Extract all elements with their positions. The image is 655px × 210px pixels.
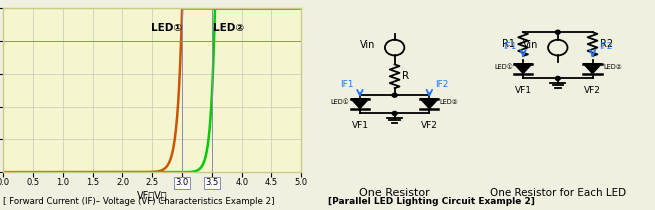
Text: [ Forward Current (IF)– Voltage (VF) Characteristics Example 2]: [ Forward Current (IF)– Voltage (VF) Cha… — [3, 197, 275, 206]
Text: IF2: IF2 — [436, 80, 449, 89]
Text: R1: R1 — [502, 39, 515, 49]
Circle shape — [392, 112, 397, 115]
Text: R: R — [402, 71, 409, 81]
Circle shape — [555, 30, 560, 34]
Polygon shape — [351, 99, 369, 109]
Text: One Resistor for Each LED: One Resistor for Each LED — [490, 188, 626, 198]
Circle shape — [555, 76, 560, 80]
Text: VF2: VF2 — [584, 86, 601, 95]
Polygon shape — [584, 64, 601, 74]
Text: IF1: IF1 — [503, 42, 517, 51]
Text: Vin: Vin — [360, 40, 375, 50]
Text: IF2: IF2 — [599, 42, 612, 51]
Text: LED②: LED② — [440, 99, 458, 105]
Text: [Parallel LED Lighting Circuit Example 2]: [Parallel LED Lighting Circuit Example 2… — [328, 197, 534, 206]
X-axis label: VF（V）: VF（V） — [137, 190, 168, 200]
Polygon shape — [514, 64, 532, 74]
Text: LED①: LED① — [151, 23, 182, 33]
Text: R2: R2 — [600, 39, 613, 49]
Polygon shape — [421, 99, 438, 109]
Text: Vin: Vin — [523, 40, 538, 50]
Circle shape — [392, 93, 397, 97]
Text: VF1: VF1 — [352, 121, 368, 130]
Text: LED①: LED① — [331, 99, 350, 105]
Text: VF1: VF1 — [515, 86, 532, 95]
Text: VF2: VF2 — [421, 121, 438, 130]
Text: LED①: LED① — [494, 64, 513, 70]
Text: One Resistor: One Resistor — [359, 188, 430, 198]
Text: LED②: LED② — [213, 23, 244, 33]
Text: LED②: LED② — [603, 64, 622, 70]
Text: IF1: IF1 — [340, 80, 354, 89]
